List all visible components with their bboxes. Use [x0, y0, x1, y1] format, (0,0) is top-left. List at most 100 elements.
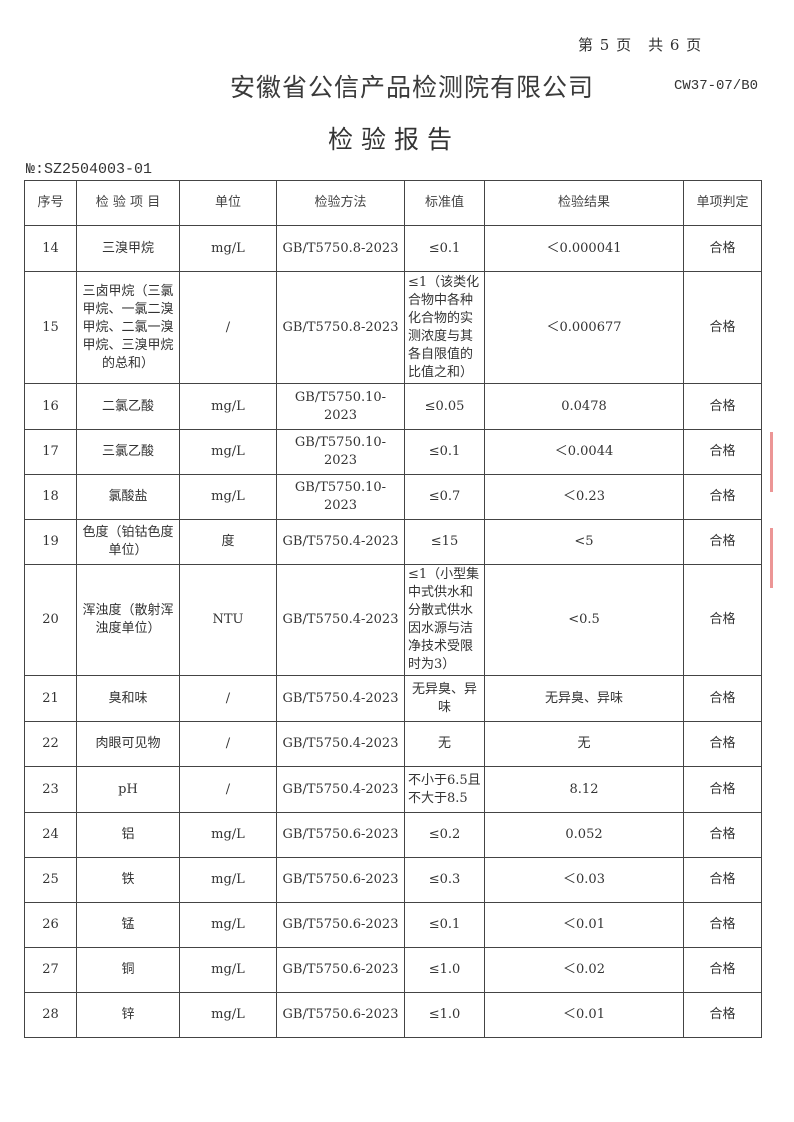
- cell-result: 无异臭、异味: [484, 675, 684, 722]
- cell-method: GB/T5750.4-2023: [276, 766, 405, 813]
- table-row: 20 浑浊度（散射浑浊度单位） NTU GB/T5750.4-2023 ≤1（小型集中式…: [24, 564, 762, 676]
- cell-method: GB/T5750.10-2023: [276, 474, 405, 520]
- cell-verdict: 合格: [683, 902, 762, 948]
- cell-item: 色度（铂钴色度单位）: [76, 519, 180, 565]
- cell-method: GB/T5750.4-2023: [276, 564, 405, 676]
- cell-method: GB/T5750.4-2023: [276, 519, 405, 565]
- cell-std: 不小于6.5且不大于8.5: [404, 766, 485, 813]
- cell-no: 15: [24, 271, 77, 384]
- cell-verdict: 合格: [683, 766, 762, 813]
- cell-method: GB/T5750.4-2023: [276, 721, 405, 767]
- cell-method: GB/T5750.8-2023: [276, 271, 405, 384]
- cell-method: GB/T5750.6-2023: [276, 857, 405, 903]
- cell-item: 肉眼可见物: [76, 721, 180, 767]
- cell-method: GB/T5750.8-2023: [276, 225, 405, 272]
- cell-method: GB/T5750.6-2023: [276, 992, 405, 1038]
- cell-verdict: 合格: [683, 474, 762, 520]
- cell-unit: /: [179, 271, 277, 384]
- cell-std: 无异臭、异味: [404, 675, 485, 722]
- cell-unit: mg/L: [179, 225, 277, 272]
- cell-no: 23: [24, 766, 77, 813]
- header-verdict: 单项判定: [683, 180, 762, 226]
- cell-no: 14: [24, 225, 77, 272]
- cell-item: 臭和味: [76, 675, 180, 722]
- cell-item: 三氯乙酸: [76, 429, 180, 475]
- cell-result: ＜0.000677: [484, 271, 684, 384]
- cell-method: GB/T5750.6-2023: [276, 947, 405, 993]
- cell-unit: mg/L: [179, 992, 277, 1038]
- cell-unit: mg/L: [179, 902, 277, 948]
- table-row: 23 pH / GB/T5750.4-2023 不小于6.5且不大于8.5 8.12 合格: [24, 766, 762, 813]
- seal-stamp-fragment: [770, 432, 789, 492]
- cell-unit: mg/L: [179, 429, 277, 475]
- cell-unit: /: [179, 766, 277, 813]
- cell-result: ＜0.000041: [484, 225, 684, 272]
- cell-std: ≤15: [404, 519, 485, 565]
- cell-std: ≤1.0: [404, 947, 485, 993]
- cell-method: GB/T5750.10-2023: [276, 383, 405, 430]
- table-row: 26 锰 mg/L GB/T5750.6-2023 ≤0.1 ＜0.01 合格: [24, 902, 762, 948]
- cell-unit: mg/L: [179, 812, 277, 858]
- cell-result: 无: [484, 721, 684, 767]
- header-no: 序号: [24, 180, 77, 226]
- cell-unit: mg/L: [179, 857, 277, 903]
- cell-no: 21: [24, 675, 77, 722]
- header-method: 检验方法: [276, 180, 405, 226]
- table-row: 14 三溴甲烷 mg/L GB/T5750.8-2023 ≤0.1 ＜0.000041 合格: [24, 225, 762, 272]
- cell-result: ＜0.0044: [484, 429, 684, 475]
- cell-verdict: 合格: [683, 383, 762, 430]
- cell-verdict: 合格: [683, 675, 762, 722]
- cell-item: 三溴甲烷: [76, 225, 180, 272]
- cell-result: ＜0.03: [484, 857, 684, 903]
- report-title: 检验报告: [328, 125, 461, 154]
- cell-item: 锰: [76, 902, 180, 948]
- cell-result: <0.5: [484, 564, 684, 676]
- table-header: 序号 检 验 项 目 单位 检验方法 标准值 检验结果 单项判定: [24, 180, 762, 226]
- cell-std: ≤1.0: [404, 992, 485, 1038]
- cell-result: ＜0.01: [484, 992, 684, 1038]
- cell-std: ≤1（该类化合物中各种化合物的实测浓度与其各自限值的比值之和）: [404, 271, 485, 384]
- cell-method: GB/T5750.6-2023: [276, 812, 405, 858]
- cell-verdict: 合格: [683, 271, 762, 384]
- cell-no: 20: [24, 564, 77, 676]
- cell-result: ＜0.01: [484, 902, 684, 948]
- cell-unit: 度: [179, 519, 277, 565]
- cell-unit: mg/L: [179, 947, 277, 993]
- header-unit: 单位: [179, 180, 277, 226]
- cell-std: ≤0.1: [404, 902, 485, 948]
- table-row: 16 二氯乙酸 mg/L GB/T5750.10-2023 ≤0.05 0.0478 合格: [24, 383, 762, 430]
- table-row: 19 色度（铂钴色度单位）度 GB/T5750.4-2023 ≤15 <5 合格: [24, 519, 762, 565]
- cell-unit: NTU: [179, 564, 277, 676]
- cell-no: 26: [24, 902, 77, 948]
- cell-std: ≤0.1: [404, 225, 485, 272]
- cell-item: 二氯乙酸: [76, 383, 180, 430]
- cell-std: 无: [404, 721, 485, 767]
- cell-result: <5: [484, 519, 684, 565]
- table-row: 15 三卤甲烷（三氯甲烷、一氯二溴甲烷、二氯一溴甲烷、三溴甲烷的总和） / GB/T5…: [24, 271, 762, 384]
- seal-stamp-fragment: [770, 528, 789, 588]
- results-table: 序号 检 验 项 目 单位 检验方法 标准值 检验结果 单项判定 14 三溴甲烷 m…: [24, 180, 762, 1038]
- cell-verdict: 合格: [683, 992, 762, 1038]
- cell-item: 浑浊度（散射浑浊度单位）: [76, 564, 180, 676]
- table-row: 24 铝 mg/L GB/T5750.6-2023 ≤0.2 0.052 合格: [24, 812, 762, 858]
- cell-method: GB/T5750.6-2023: [276, 902, 405, 948]
- cell-no: 24: [24, 812, 77, 858]
- cell-item: 三卤甲烷（三氯甲烷、一氯二溴甲烷、二氯一溴甲烷、三溴甲烷的总和）: [76, 271, 180, 384]
- cell-verdict: 合格: [683, 857, 762, 903]
- cell-no: 22: [24, 721, 77, 767]
- cell-item: 氯酸盐: [76, 474, 180, 520]
- table-row: 27 铜 mg/L GB/T5750.6-2023 ≤1.0 ＜0.02 合格: [24, 947, 762, 993]
- cell-result: ＜0.23: [484, 474, 684, 520]
- cell-unit: mg/L: [179, 474, 277, 520]
- cell-verdict: 合格: [683, 947, 762, 993]
- cell-item: 锌: [76, 992, 180, 1038]
- cell-method: GB/T5750.10-2023: [276, 429, 405, 475]
- company-name: 安徽省公信产品检测院有限公司: [230, 73, 595, 102]
- table-row: 18 氯酸盐 mg/L GB/T5750.10-2023 ≤0.7 ＜0.23 合格: [24, 474, 762, 520]
- page-indicator: 第 5 页 共 6 页: [578, 36, 703, 54]
- cell-no: 16: [24, 383, 77, 430]
- cell-verdict: 合格: [683, 519, 762, 565]
- cell-std: ≤0.05: [404, 383, 485, 430]
- header-item: 检 验 项 目: [76, 180, 180, 226]
- cell-item: 铝: [76, 812, 180, 858]
